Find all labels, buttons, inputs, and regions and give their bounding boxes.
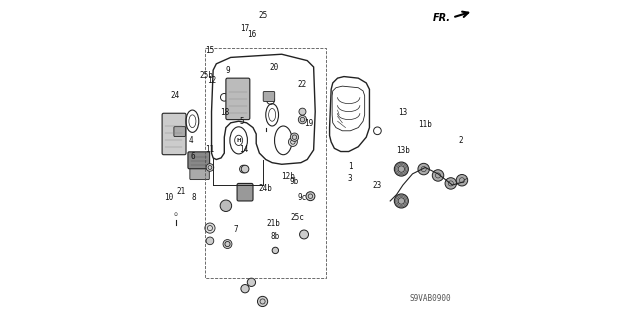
FancyBboxPatch shape	[263, 92, 275, 101]
Circle shape	[206, 164, 214, 171]
Text: 4: 4	[189, 137, 193, 145]
Text: 14: 14	[239, 145, 248, 154]
Text: 5: 5	[239, 117, 244, 126]
Circle shape	[306, 192, 315, 201]
Text: 8: 8	[192, 193, 196, 202]
Text: 1: 1	[348, 162, 353, 171]
Text: 25c: 25c	[291, 213, 305, 222]
Circle shape	[300, 230, 308, 239]
FancyBboxPatch shape	[174, 127, 186, 137]
FancyBboxPatch shape	[226, 78, 250, 120]
Circle shape	[394, 162, 408, 176]
FancyBboxPatch shape	[237, 183, 253, 201]
Text: 9c: 9c	[298, 193, 307, 202]
FancyBboxPatch shape	[162, 113, 186, 155]
Circle shape	[456, 174, 468, 186]
Circle shape	[241, 165, 249, 173]
FancyBboxPatch shape	[188, 152, 210, 169]
Text: 22: 22	[298, 80, 307, 89]
Text: 6: 6	[190, 152, 195, 161]
Text: 24: 24	[170, 91, 179, 100]
Text: 9b: 9b	[290, 177, 299, 186]
Text: 21: 21	[177, 187, 186, 196]
Text: 21b: 21b	[267, 219, 281, 228]
Text: 11: 11	[205, 145, 214, 154]
Circle shape	[241, 285, 249, 293]
Text: FR.: FR.	[433, 12, 451, 23]
Text: 20: 20	[269, 63, 278, 72]
Circle shape	[257, 296, 268, 307]
Circle shape	[394, 194, 408, 208]
Text: 12b: 12b	[281, 172, 295, 181]
Circle shape	[298, 115, 307, 124]
Circle shape	[206, 237, 214, 245]
Circle shape	[272, 247, 278, 254]
Text: 9: 9	[225, 66, 230, 75]
Text: 3: 3	[348, 174, 353, 183]
Text: 7: 7	[233, 225, 238, 234]
Circle shape	[220, 200, 232, 211]
Text: 13: 13	[398, 108, 408, 117]
Text: H: H	[236, 138, 241, 143]
FancyBboxPatch shape	[190, 167, 209, 180]
Text: 17: 17	[241, 24, 250, 33]
Text: 8b: 8b	[271, 232, 280, 241]
Circle shape	[289, 137, 298, 146]
Text: ⊙: ⊙	[173, 212, 178, 217]
Text: 25b: 25b	[200, 71, 214, 80]
Text: 24b: 24b	[259, 184, 273, 193]
Circle shape	[223, 240, 232, 249]
Text: 11b: 11b	[419, 120, 432, 129]
Text: 13b: 13b	[396, 146, 410, 155]
Text: 18: 18	[220, 108, 230, 117]
Circle shape	[299, 108, 306, 115]
Text: 25: 25	[258, 11, 268, 20]
Text: 2: 2	[459, 137, 463, 145]
Circle shape	[247, 278, 255, 286]
Circle shape	[432, 170, 444, 181]
Text: S9VAB0900: S9VAB0900	[410, 294, 451, 303]
Text: 10: 10	[164, 193, 173, 202]
Text: 19: 19	[304, 119, 314, 128]
Circle shape	[418, 163, 429, 175]
Text: 15: 15	[205, 46, 214, 55]
Circle shape	[445, 178, 456, 189]
Text: 12: 12	[207, 76, 216, 85]
Circle shape	[205, 223, 215, 233]
Text: 23: 23	[372, 181, 382, 189]
Circle shape	[291, 133, 299, 141]
Text: 16: 16	[247, 30, 256, 39]
